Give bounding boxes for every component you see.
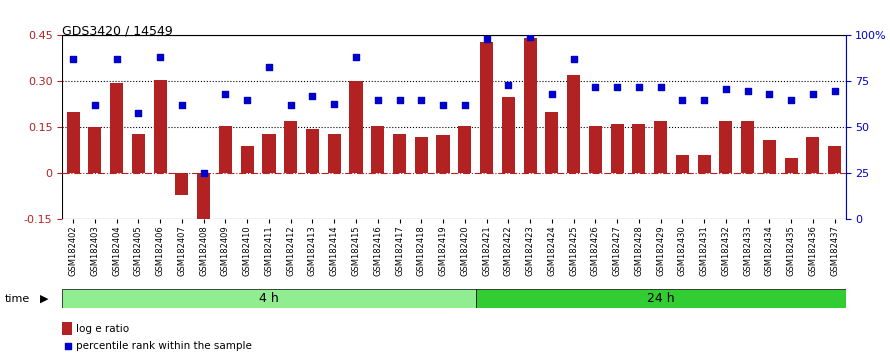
Bar: [306, 129, 319, 173]
Bar: [632, 124, 645, 173]
Point: [805, 91, 820, 97]
Bar: [415, 137, 428, 173]
Point: [610, 84, 624, 90]
Point: [501, 82, 515, 88]
Bar: [502, 97, 514, 173]
Bar: [567, 75, 580, 173]
Bar: [654, 121, 668, 173]
Bar: [240, 146, 254, 173]
Point: [697, 97, 711, 103]
Bar: [523, 39, 537, 173]
Text: ▶: ▶: [40, 294, 49, 304]
Point: [480, 36, 494, 42]
Point: [262, 64, 276, 69]
Point: [132, 110, 146, 115]
Point: [392, 97, 407, 103]
Point: [719, 86, 733, 92]
Point: [545, 91, 559, 97]
Text: GDS3420 / 14549: GDS3420 / 14549: [62, 25, 173, 38]
Point: [153, 55, 167, 60]
Point: [66, 57, 80, 62]
Bar: [393, 133, 406, 173]
Bar: [458, 126, 472, 173]
Point: [370, 97, 384, 103]
Bar: [154, 80, 166, 173]
Point: [740, 88, 755, 93]
Point: [197, 171, 211, 176]
Bar: [436, 135, 449, 173]
Bar: [350, 81, 362, 173]
Bar: [589, 126, 602, 173]
Bar: [546, 112, 558, 173]
Bar: [828, 146, 841, 173]
Bar: [67, 112, 80, 173]
Bar: [328, 133, 341, 173]
Point: [784, 97, 798, 103]
Point: [109, 57, 124, 62]
Point: [284, 103, 298, 108]
Point: [218, 91, 232, 97]
Bar: [110, 83, 123, 173]
Bar: [480, 41, 493, 173]
Point: [566, 57, 580, 62]
Point: [457, 103, 472, 108]
FancyBboxPatch shape: [475, 289, 846, 308]
Bar: [263, 133, 276, 173]
Bar: [198, 173, 210, 225]
Text: percentile rank within the sample: percentile rank within the sample: [77, 341, 252, 351]
Bar: [676, 155, 689, 173]
Point: [349, 55, 363, 60]
Bar: [284, 121, 297, 173]
Bar: [371, 126, 384, 173]
Point: [88, 103, 102, 108]
Bar: [698, 155, 710, 173]
Point: [414, 97, 428, 103]
Text: 4 h: 4 h: [259, 292, 279, 305]
Point: [240, 97, 255, 103]
Text: log e ratio: log e ratio: [77, 324, 130, 333]
Point: [61, 343, 75, 349]
Bar: [611, 124, 624, 173]
Text: time: time: [4, 294, 29, 304]
Bar: [62, 322, 72, 335]
Bar: [175, 173, 189, 195]
Point: [762, 91, 776, 97]
Point: [588, 84, 603, 90]
Point: [523, 34, 538, 40]
Point: [436, 103, 450, 108]
Bar: [806, 137, 820, 173]
Bar: [763, 140, 776, 173]
Point: [653, 84, 668, 90]
Bar: [741, 121, 754, 173]
Point: [676, 97, 690, 103]
Point: [328, 101, 342, 106]
Bar: [88, 127, 101, 173]
Bar: [719, 121, 732, 173]
Point: [632, 84, 646, 90]
Point: [305, 93, 320, 99]
Bar: [785, 158, 797, 173]
Point: [174, 103, 189, 108]
Bar: [132, 133, 145, 173]
Bar: [219, 126, 232, 173]
Point: [828, 88, 842, 93]
Text: 24 h: 24 h: [647, 292, 675, 305]
FancyBboxPatch shape: [62, 289, 475, 308]
